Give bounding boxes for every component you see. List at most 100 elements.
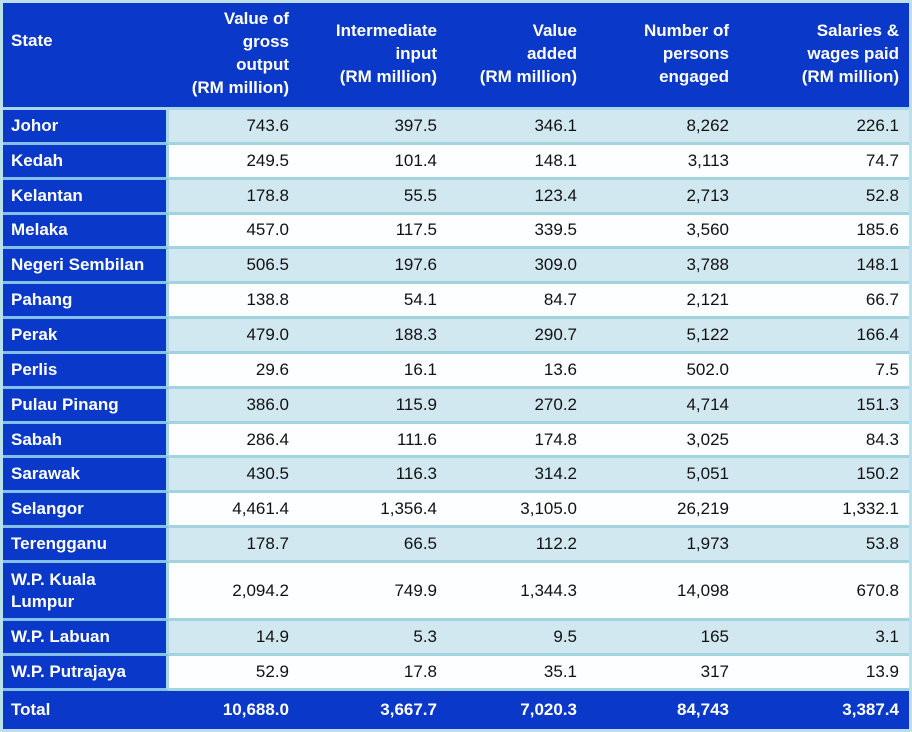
value-cell: 52.8 xyxy=(739,179,909,215)
value-cell: 52.9 xyxy=(169,655,299,691)
value-cell: 457.0 xyxy=(169,214,299,250)
value-cell: 502.0 xyxy=(587,353,739,389)
state-cell: Johor xyxy=(3,110,169,145)
value-cell: 178.7 xyxy=(169,528,299,563)
value-cell: 3,788 xyxy=(587,249,739,285)
value-cell: 178.8 xyxy=(169,179,299,215)
state-cell: Selangor xyxy=(3,493,169,529)
value-cell: 185.6 xyxy=(739,214,909,250)
value-cell: 117.5 xyxy=(299,214,447,250)
value-cell: 339.5 xyxy=(447,214,587,250)
state-cell: Perlis xyxy=(3,353,169,389)
table-row: Negeri Sembilan 506.5 197.6 309.0 3,788 148.1 xyxy=(3,249,909,285)
value-cell: 14.9 xyxy=(169,621,299,656)
value-cell: 7,020.3 xyxy=(447,690,587,729)
value-cell: 17.8 xyxy=(299,655,447,691)
value-cell: 3,560 xyxy=(587,214,739,250)
value-cell: 479.0 xyxy=(169,319,299,354)
value-cell: 55.5 xyxy=(299,179,447,215)
value-cell: 3,667.7 xyxy=(299,690,447,729)
value-cell: 1,332.1 xyxy=(739,493,909,529)
state-cell: W.P. Kuala Lumpur xyxy=(3,562,169,622)
value-cell: 123.4 xyxy=(447,179,587,215)
value-cell: 670.8 xyxy=(739,562,909,622)
state-cell: Terengganu xyxy=(3,528,169,563)
table-row: Perlis 29.6 16.1 13.6 502.0 7.5 xyxy=(3,353,909,389)
value-cell: 138.8 xyxy=(169,284,299,320)
header-gross-output: Value of gross output (RM million) xyxy=(169,3,299,110)
header-state: State xyxy=(3,3,169,110)
value-cell: 749.9 xyxy=(299,562,447,622)
states-statistics-table: State Value of gross output (RM million)… xyxy=(3,3,909,729)
value-cell: 151.3 xyxy=(739,388,909,424)
value-cell: 3.1 xyxy=(739,621,909,656)
value-cell: 314.2 xyxy=(447,458,587,494)
state-cell: Kelantan xyxy=(3,179,169,215)
value-cell: 13.6 xyxy=(447,353,587,389)
header-salaries-wages: Salaries & wages paid (RM million) xyxy=(739,3,909,110)
value-cell: 3,387.4 xyxy=(739,690,909,729)
value-cell: 1,344.3 xyxy=(447,562,587,622)
value-cell: 29.6 xyxy=(169,353,299,389)
value-cell: 26,219 xyxy=(587,493,739,529)
value-cell: 5,051 xyxy=(587,458,739,494)
value-cell: 5.3 xyxy=(299,621,447,656)
value-cell: 346.1 xyxy=(447,110,587,145)
value-cell: 150.2 xyxy=(739,458,909,494)
value-cell: 430.5 xyxy=(169,458,299,494)
value-cell: 101.4 xyxy=(299,144,447,180)
value-cell: 386.0 xyxy=(169,388,299,424)
state-cell: Sarawak xyxy=(3,458,169,494)
table-row: Pulau Pinang 386.0 115.9 270.2 4,714 151.3 xyxy=(3,388,909,424)
header-value-added: Value added (RM million) xyxy=(447,3,587,110)
value-cell: 14,098 xyxy=(587,562,739,622)
value-cell: 270.2 xyxy=(447,388,587,424)
state-cell: Perak xyxy=(3,319,169,354)
value-cell: 53.8 xyxy=(739,528,909,563)
total-label: Total xyxy=(3,690,169,729)
header-row: State Value of gross output (RM million)… xyxy=(3,3,909,110)
table-row: W.P. Putrajaya 52.9 17.8 35.1 317 13.9 xyxy=(3,655,909,691)
state-cell: W.P. Labuan xyxy=(3,621,169,656)
table-row: Sabah 286.4 111.6 174.8 3,025 84.3 xyxy=(3,423,909,459)
value-cell: 506.5 xyxy=(169,249,299,285)
value-cell: 174.8 xyxy=(447,423,587,459)
value-cell: 309.0 xyxy=(447,249,587,285)
value-cell: 2,094.2 xyxy=(169,562,299,622)
value-cell: 84,743 xyxy=(587,690,739,729)
table-row: Terengganu 178.7 66.5 112.2 1,973 53.8 xyxy=(3,528,909,563)
table-row: Selangor 4,461.4 1,356.4 3,105.0 26,219 1,332… xyxy=(3,493,909,529)
value-cell: 116.3 xyxy=(299,458,447,494)
value-cell: 4,714 xyxy=(587,388,739,424)
value-cell: 2,121 xyxy=(587,284,739,320)
value-cell: 2,713 xyxy=(587,179,739,215)
value-cell: 148.1 xyxy=(739,249,909,285)
value-cell: 1,973 xyxy=(587,528,739,563)
table-row: Kelantan 178.8 55.5 123.4 2,713 52.8 xyxy=(3,179,909,215)
table-row: Melaka 457.0 117.5 339.5 3,560 185.6 xyxy=(3,214,909,250)
value-cell: 743.6 xyxy=(169,110,299,145)
header-intermediate-input: Intermediate input (RM million) xyxy=(299,3,447,110)
value-cell: 397.5 xyxy=(299,110,447,145)
value-cell: 84.7 xyxy=(447,284,587,320)
state-cell: Sabah xyxy=(3,423,169,459)
state-cell: Pahang xyxy=(3,284,169,320)
value-cell: 35.1 xyxy=(447,655,587,691)
value-cell: 74.7 xyxy=(739,144,909,180)
state-cell: Kedah xyxy=(3,144,169,180)
value-cell: 3,025 xyxy=(587,423,739,459)
value-cell: 5,122 xyxy=(587,319,739,354)
value-cell: 226.1 xyxy=(739,110,909,145)
value-cell: 286.4 xyxy=(169,423,299,459)
value-cell: 1,356.4 xyxy=(299,493,447,529)
value-cell: 3,113 xyxy=(587,144,739,180)
table-row: Pahang 138.8 54.1 84.7 2,121 66.7 xyxy=(3,284,909,320)
table-row: Johor 743.6 397.5 346.1 8,262 226.1 xyxy=(3,110,909,145)
total-row: Total 10,688.0 3,667.7 7,020.3 84,743 3,387.4 xyxy=(3,690,909,729)
value-cell: 4,461.4 xyxy=(169,493,299,529)
table-row: Perak 479.0 188.3 290.7 5,122 166.4 xyxy=(3,319,909,354)
state-cell: Negeri Sembilan xyxy=(3,249,169,285)
value-cell: 54.1 xyxy=(299,284,447,320)
state-cell: Pulau Pinang xyxy=(3,388,169,424)
